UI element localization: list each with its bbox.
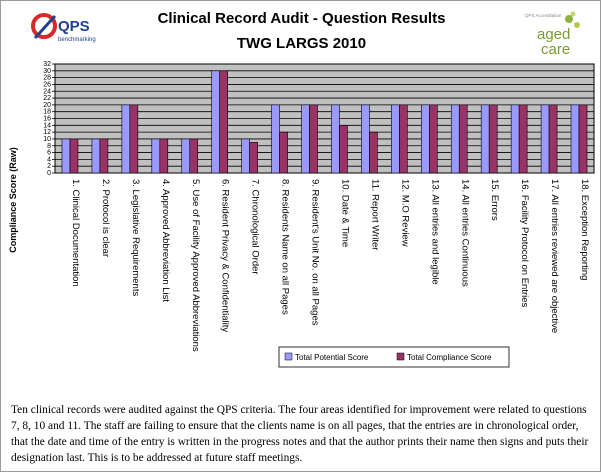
- y-tick-label: 0: [47, 170, 51, 177]
- x-tick-label: 8. Residents Name on all Pages: [280, 179, 291, 315]
- x-tick-label: 18. Exception Reporting: [579, 179, 590, 280]
- qps-logo-text: QPS: [58, 18, 90, 35]
- bar-chart: 02468101214161820222426283032Compliance …: [8, 61, 595, 368]
- y-tick-label: 30: [43, 68, 51, 75]
- x-tick-label: 7. Chronological Order: [250, 179, 261, 275]
- bar-potential: [450, 104, 460, 174]
- bar-potential: [510, 104, 520, 174]
- aged-care-logo-text-2: care: [541, 41, 570, 58]
- y-tick-label: 32: [43, 61, 51, 68]
- aged-care-logo-dot: [574, 22, 580, 28]
- bar-potential: [211, 70, 220, 174]
- bar-compliance: [129, 104, 139, 174]
- x-tick-label: 9. Resident's Unit No. on all Pages: [310, 179, 321, 326]
- aged-care-logo-dot: [570, 11, 576, 17]
- bar-potential: [331, 104, 340, 174]
- qps-logo-ring: [31, 13, 57, 39]
- bar-compliance: [189, 138, 199, 174]
- legend-label: Total Compliance Score: [407, 353, 492, 362]
- aged-care-logo-dot: [565, 15, 573, 23]
- x-tick-label: 11. Report Writer: [369, 179, 380, 250]
- qps-logo-swoosh: [33, 14, 57, 40]
- y-tick-label: 24: [43, 88, 51, 95]
- aged-care-logo-tagline: QPS Accreditation: [525, 13, 562, 18]
- bar-potential: [151, 138, 161, 174]
- y-tick-label: 20: [43, 102, 51, 109]
- bar-potential: [391, 104, 400, 174]
- caption-text: Ten clinical records were audited agains…: [11, 404, 589, 464]
- bar-compliance: [339, 125, 348, 174]
- bar-potential: [301, 104, 310, 174]
- bar-potential: [570, 104, 580, 174]
- bar-potential: [241, 138, 250, 174]
- legend-swatch: [284, 352, 293, 361]
- x-tick-label: 5. Use of Facility Approved Abbreviation…: [190, 179, 201, 352]
- bar-potential: [271, 104, 280, 174]
- x-tick-label: 12. M.O Review: [399, 179, 410, 247]
- y-tick-label: 10: [43, 136, 51, 143]
- bar-compliance: [309, 104, 318, 174]
- aged-care-logo: QPS Accreditation aged care: [525, 11, 580, 58]
- x-tick-label: 13. All entries and legible: [429, 179, 440, 285]
- bar-potential: [540, 104, 550, 174]
- y-tick-label: 28: [43, 75, 51, 82]
- y-tick-label: 14: [43, 122, 51, 129]
- y-tick-label: 4: [47, 156, 51, 163]
- x-tick-label: 16. Facility Protocol on Entries: [519, 179, 530, 308]
- x-tick-label: 15. Errors: [489, 179, 500, 221]
- y-tick-label: 12: [43, 129, 51, 136]
- legend-label: Total Potential Score: [295, 353, 369, 362]
- bar-compliance: [488, 104, 498, 174]
- x-tick-label: 6. Resident Privacy & Confidentiality: [220, 179, 231, 332]
- x-tick-label: 3. Legislative Requirements: [130, 179, 141, 296]
- bar-compliance: [429, 104, 438, 174]
- y-tick-label: 16: [43, 116, 51, 123]
- y-tick-label: 22: [43, 95, 51, 102]
- bar-potential: [361, 104, 370, 174]
- bar-potential: [61, 138, 71, 174]
- bar-compliance: [399, 104, 408, 174]
- qps-logo-tagline: benchmarking: [58, 37, 96, 43]
- x-tick-label: 2. Protocol is clear: [100, 179, 111, 257]
- bar-compliance: [279, 131, 288, 174]
- bar-compliance: [548, 104, 558, 174]
- bar-potential: [421, 104, 430, 174]
- y-tick-label: 6: [47, 150, 51, 157]
- bar-potential: [181, 138, 191, 174]
- y-tick-label: 8: [47, 143, 51, 150]
- bar-compliance: [69, 138, 79, 174]
- aged-care-logo-text-1: aged: [537, 26, 570, 43]
- bar-compliance: [578, 104, 588, 174]
- legend-box: [278, 346, 510, 368]
- y-axis-label: Compliance Score (Raw): [8, 147, 18, 253]
- bar-compliance: [99, 138, 109, 174]
- bar-compliance: [458, 104, 468, 174]
- chart-title: Clinical Record Audit - Question Results: [157, 10, 446, 27]
- bar-compliance: [249, 142, 258, 174]
- x-tick-label: 14. All entries Continuous: [459, 179, 470, 287]
- x-tick-label: 1. Clinical Documentation: [70, 179, 81, 287]
- qps-logo: QPS benchmarking: [31, 13, 96, 43]
- bar-compliance: [219, 70, 228, 174]
- bar-potential: [121, 104, 131, 174]
- y-tick-label: 26: [43, 81, 51, 88]
- legend-swatch: [396, 352, 405, 361]
- chart-subtitle: TWG LARGS 2010: [236, 35, 367, 52]
- y-tick-label: 2: [47, 163, 51, 170]
- y-tick-label: 18: [43, 109, 51, 116]
- x-tick-label: 17. All entries reviewed are objective: [549, 179, 560, 333]
- x-tick-label: 10. Date & Time: [339, 179, 350, 247]
- bar-potential: [480, 104, 490, 174]
- bar-compliance: [159, 138, 169, 174]
- bar-compliance: [518, 104, 528, 174]
- bar-compliance: [369, 131, 378, 174]
- x-tick-label: 4. Approved Abbreviation List: [160, 179, 171, 302]
- bar-potential: [91, 138, 101, 174]
